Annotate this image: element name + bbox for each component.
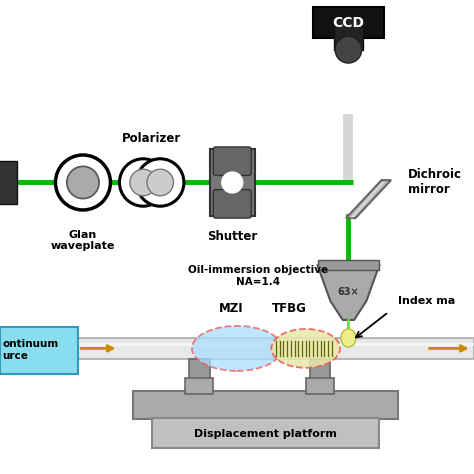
FancyBboxPatch shape (189, 359, 210, 379)
FancyBboxPatch shape (306, 378, 334, 394)
Circle shape (119, 159, 167, 206)
Text: CCD: CCD (332, 16, 365, 30)
Ellipse shape (341, 329, 356, 347)
Text: Oil-immersion objective
NA=1.4: Oil-immersion objective NA=1.4 (188, 265, 328, 287)
Text: 63×: 63× (337, 286, 359, 297)
Text: Dichroic
mirror: Dichroic mirror (408, 168, 462, 197)
FancyBboxPatch shape (313, 7, 384, 38)
Circle shape (335, 36, 362, 63)
FancyBboxPatch shape (334, 19, 363, 50)
Text: Shutter: Shutter (207, 230, 257, 243)
Text: Glan
waveplate: Glan waveplate (51, 230, 115, 252)
Circle shape (222, 172, 243, 193)
FancyBboxPatch shape (0, 161, 17, 204)
Text: Index ma: Index ma (398, 296, 456, 306)
Circle shape (67, 166, 99, 199)
FancyBboxPatch shape (152, 418, 379, 448)
Polygon shape (346, 180, 391, 218)
Text: Displacement platform: Displacement platform (194, 428, 337, 439)
FancyBboxPatch shape (210, 149, 255, 216)
FancyBboxPatch shape (185, 378, 213, 394)
FancyBboxPatch shape (310, 359, 330, 379)
FancyBboxPatch shape (0, 327, 78, 374)
Polygon shape (350, 182, 385, 218)
Circle shape (147, 169, 173, 196)
FancyBboxPatch shape (213, 190, 251, 218)
Text: MZI: MZI (219, 302, 243, 315)
Text: TFBG: TFBG (272, 302, 307, 315)
Circle shape (137, 159, 184, 206)
FancyBboxPatch shape (133, 391, 398, 419)
Circle shape (55, 155, 110, 210)
Circle shape (130, 169, 156, 196)
FancyBboxPatch shape (0, 343, 474, 346)
Text: Polarizer: Polarizer (122, 132, 181, 145)
FancyBboxPatch shape (213, 147, 251, 175)
Text: ontinuum
urce: ontinuum urce (2, 339, 59, 361)
FancyBboxPatch shape (318, 260, 379, 270)
Polygon shape (318, 265, 379, 320)
FancyBboxPatch shape (0, 338, 474, 359)
Ellipse shape (271, 329, 340, 368)
Ellipse shape (192, 326, 282, 371)
